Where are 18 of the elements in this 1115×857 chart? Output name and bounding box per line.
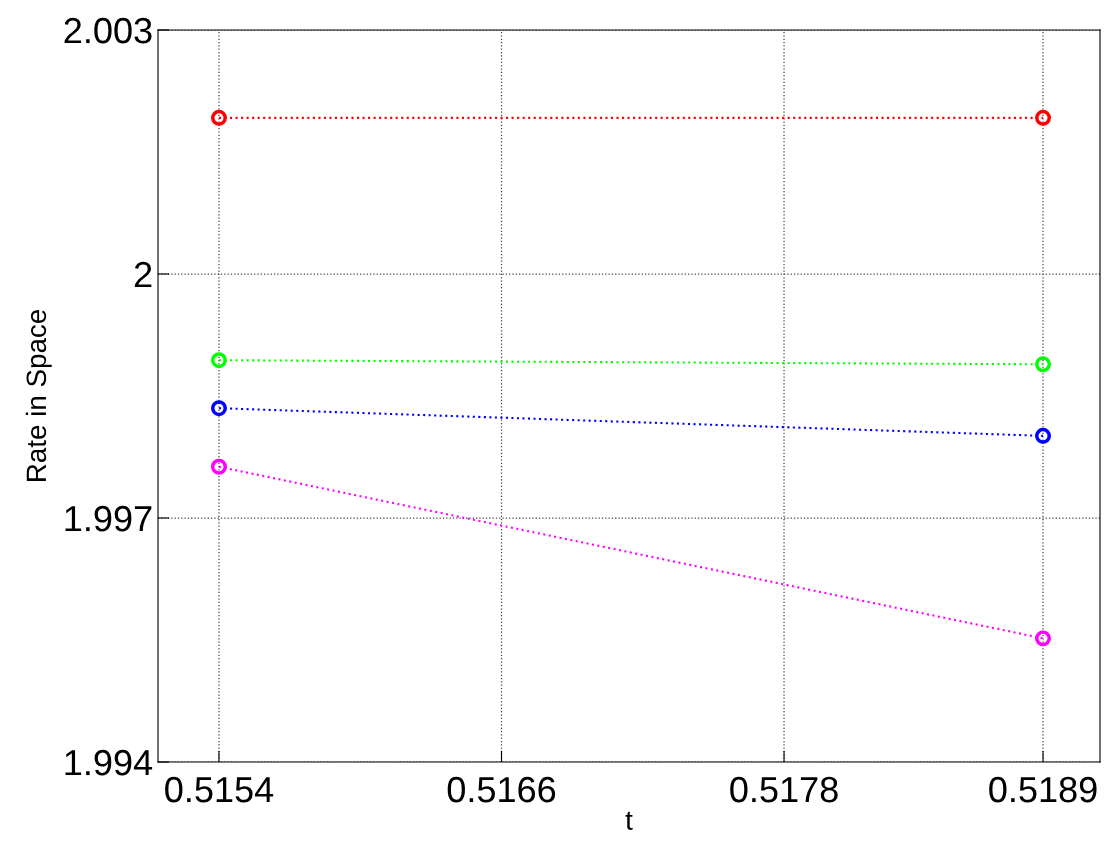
- x-tick-label: 0.5166: [447, 776, 556, 803]
- x-axis-title: t: [625, 811, 633, 830]
- point: [1035, 630, 1052, 647]
- y-tick-label: 2.003: [64, 17, 152, 44]
- point: [210, 352, 227, 369]
- y-tick-label: 2: [134, 261, 152, 288]
- point: [210, 400, 227, 417]
- point: [210, 458, 227, 475]
- point: [210, 109, 227, 126]
- y-tick-label: 1.997: [65, 505, 152, 532]
- point: [1035, 356, 1052, 373]
- y-tick-label: 1.994: [65, 749, 153, 776]
- point: [1035, 427, 1052, 444]
- x-tick-label: 0.5178: [730, 776, 838, 803]
- y-axis-title: Rate in Space: [25, 309, 52, 481]
- x-tick-label: 0.5189: [989, 776, 1097, 803]
- x-tick-label: 0.5154: [165, 776, 274, 803]
- point: [1035, 109, 1052, 126]
